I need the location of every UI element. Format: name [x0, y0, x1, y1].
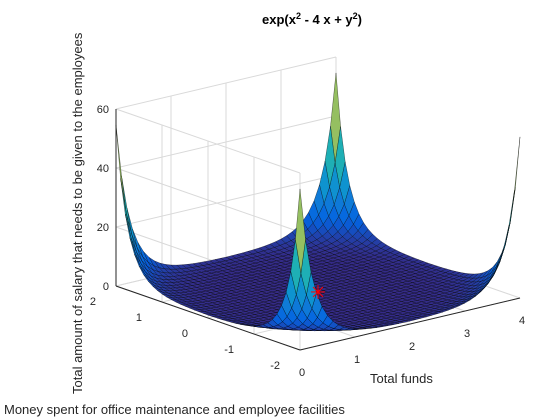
y-axis-line — [115, 285, 301, 351]
y-axis-label: Money spent for office maintenance and e… — [4, 402, 345, 417]
y-tick-label: -2 — [270, 360, 280, 372]
x-tick-label: 0 — [299, 367, 305, 379]
x-tick-label: 4 — [519, 315, 525, 327]
z-tick-label: 60 — [97, 104, 109, 116]
y-tick-label: 1 — [136, 312, 142, 324]
z-tick-label: 0 — [103, 281, 109, 293]
z-tick-label: 40 — [97, 163, 109, 175]
z-axis-label: Total amount of salary that needs to be … — [70, 32, 85, 394]
x-axis-label: Total funds — [370, 371, 433, 386]
y-tick-label: 0 — [182, 328, 188, 340]
x-axis-line — [299, 297, 521, 351]
y-tick-label: -1 — [224, 344, 234, 356]
minimum-marker — [311, 284, 325, 299]
surface-plot — [115, 72, 521, 331]
surface-patch — [295, 188, 306, 274]
x-tick-label: 1 — [354, 354, 360, 366]
x-tick-label: 3 — [464, 328, 470, 340]
x-tick-label: 2 — [409, 341, 415, 353]
marker-star-stroke — [312, 286, 324, 298]
chart-title: exp(x2 - 4 x + y2) — [262, 11, 362, 27]
y-tick-label: 2 — [90, 296, 96, 308]
z-tick-label: 20 — [97, 222, 109, 234]
